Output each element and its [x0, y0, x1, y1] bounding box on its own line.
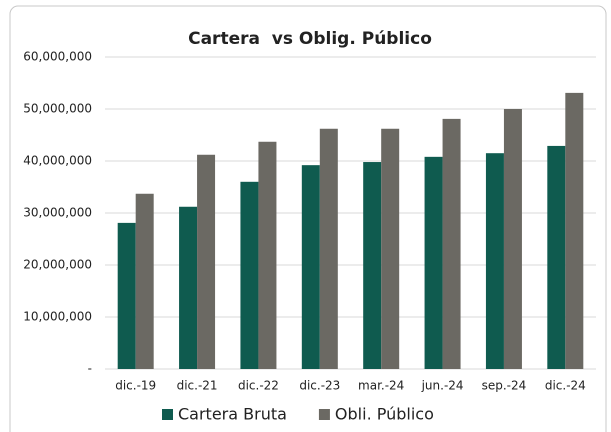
bar: [565, 92, 584, 369]
bar: [258, 141, 277, 369]
legend-label: Obli. Público: [335, 405, 434, 424]
x-tick-label: dic.-22: [238, 379, 279, 393]
bar: [424, 156, 443, 369]
bar: [240, 181, 259, 369]
y-tick-label: -: [88, 362, 92, 376]
legend-swatch: [162, 409, 173, 420]
bar: [442, 118, 461, 369]
chart-title: Cartera vs Oblig. Público: [188, 29, 432, 49]
bar: [117, 222, 136, 369]
bar: [485, 153, 504, 369]
y-tick-label: 60,000,000: [23, 50, 92, 64]
y-tick-label: 10,000,000: [23, 310, 92, 324]
bar: [135, 193, 154, 369]
x-tick-label: dic.-23: [299, 379, 340, 393]
bar: [363, 162, 382, 369]
legend-label: Cartera Bruta: [178, 405, 287, 424]
x-tick-label: dic.-24: [545, 379, 586, 393]
bar: [503, 109, 522, 369]
bar: [179, 206, 198, 369]
x-tick-label: mar.-24: [358, 379, 404, 393]
y-tick-label: 20,000,000: [23, 258, 92, 272]
bar: [197, 154, 216, 369]
x-tick-label: sep.-24: [482, 379, 527, 393]
y-tick-label: 40,000,000: [23, 154, 92, 168]
y-tick-label: 30,000,000: [23, 206, 92, 220]
bar: [319, 128, 338, 369]
legend-swatch: [318, 409, 330, 420]
bar: [547, 145, 566, 369]
y-tick-label: 50,000,000: [23, 102, 92, 116]
x-tick-label: dic.-21: [177, 379, 218, 393]
bar: [301, 165, 320, 369]
x-tick-label: dic.-19: [115, 379, 156, 393]
x-tick-label: jun.-24: [421, 379, 464, 393]
bar: [381, 128, 400, 369]
